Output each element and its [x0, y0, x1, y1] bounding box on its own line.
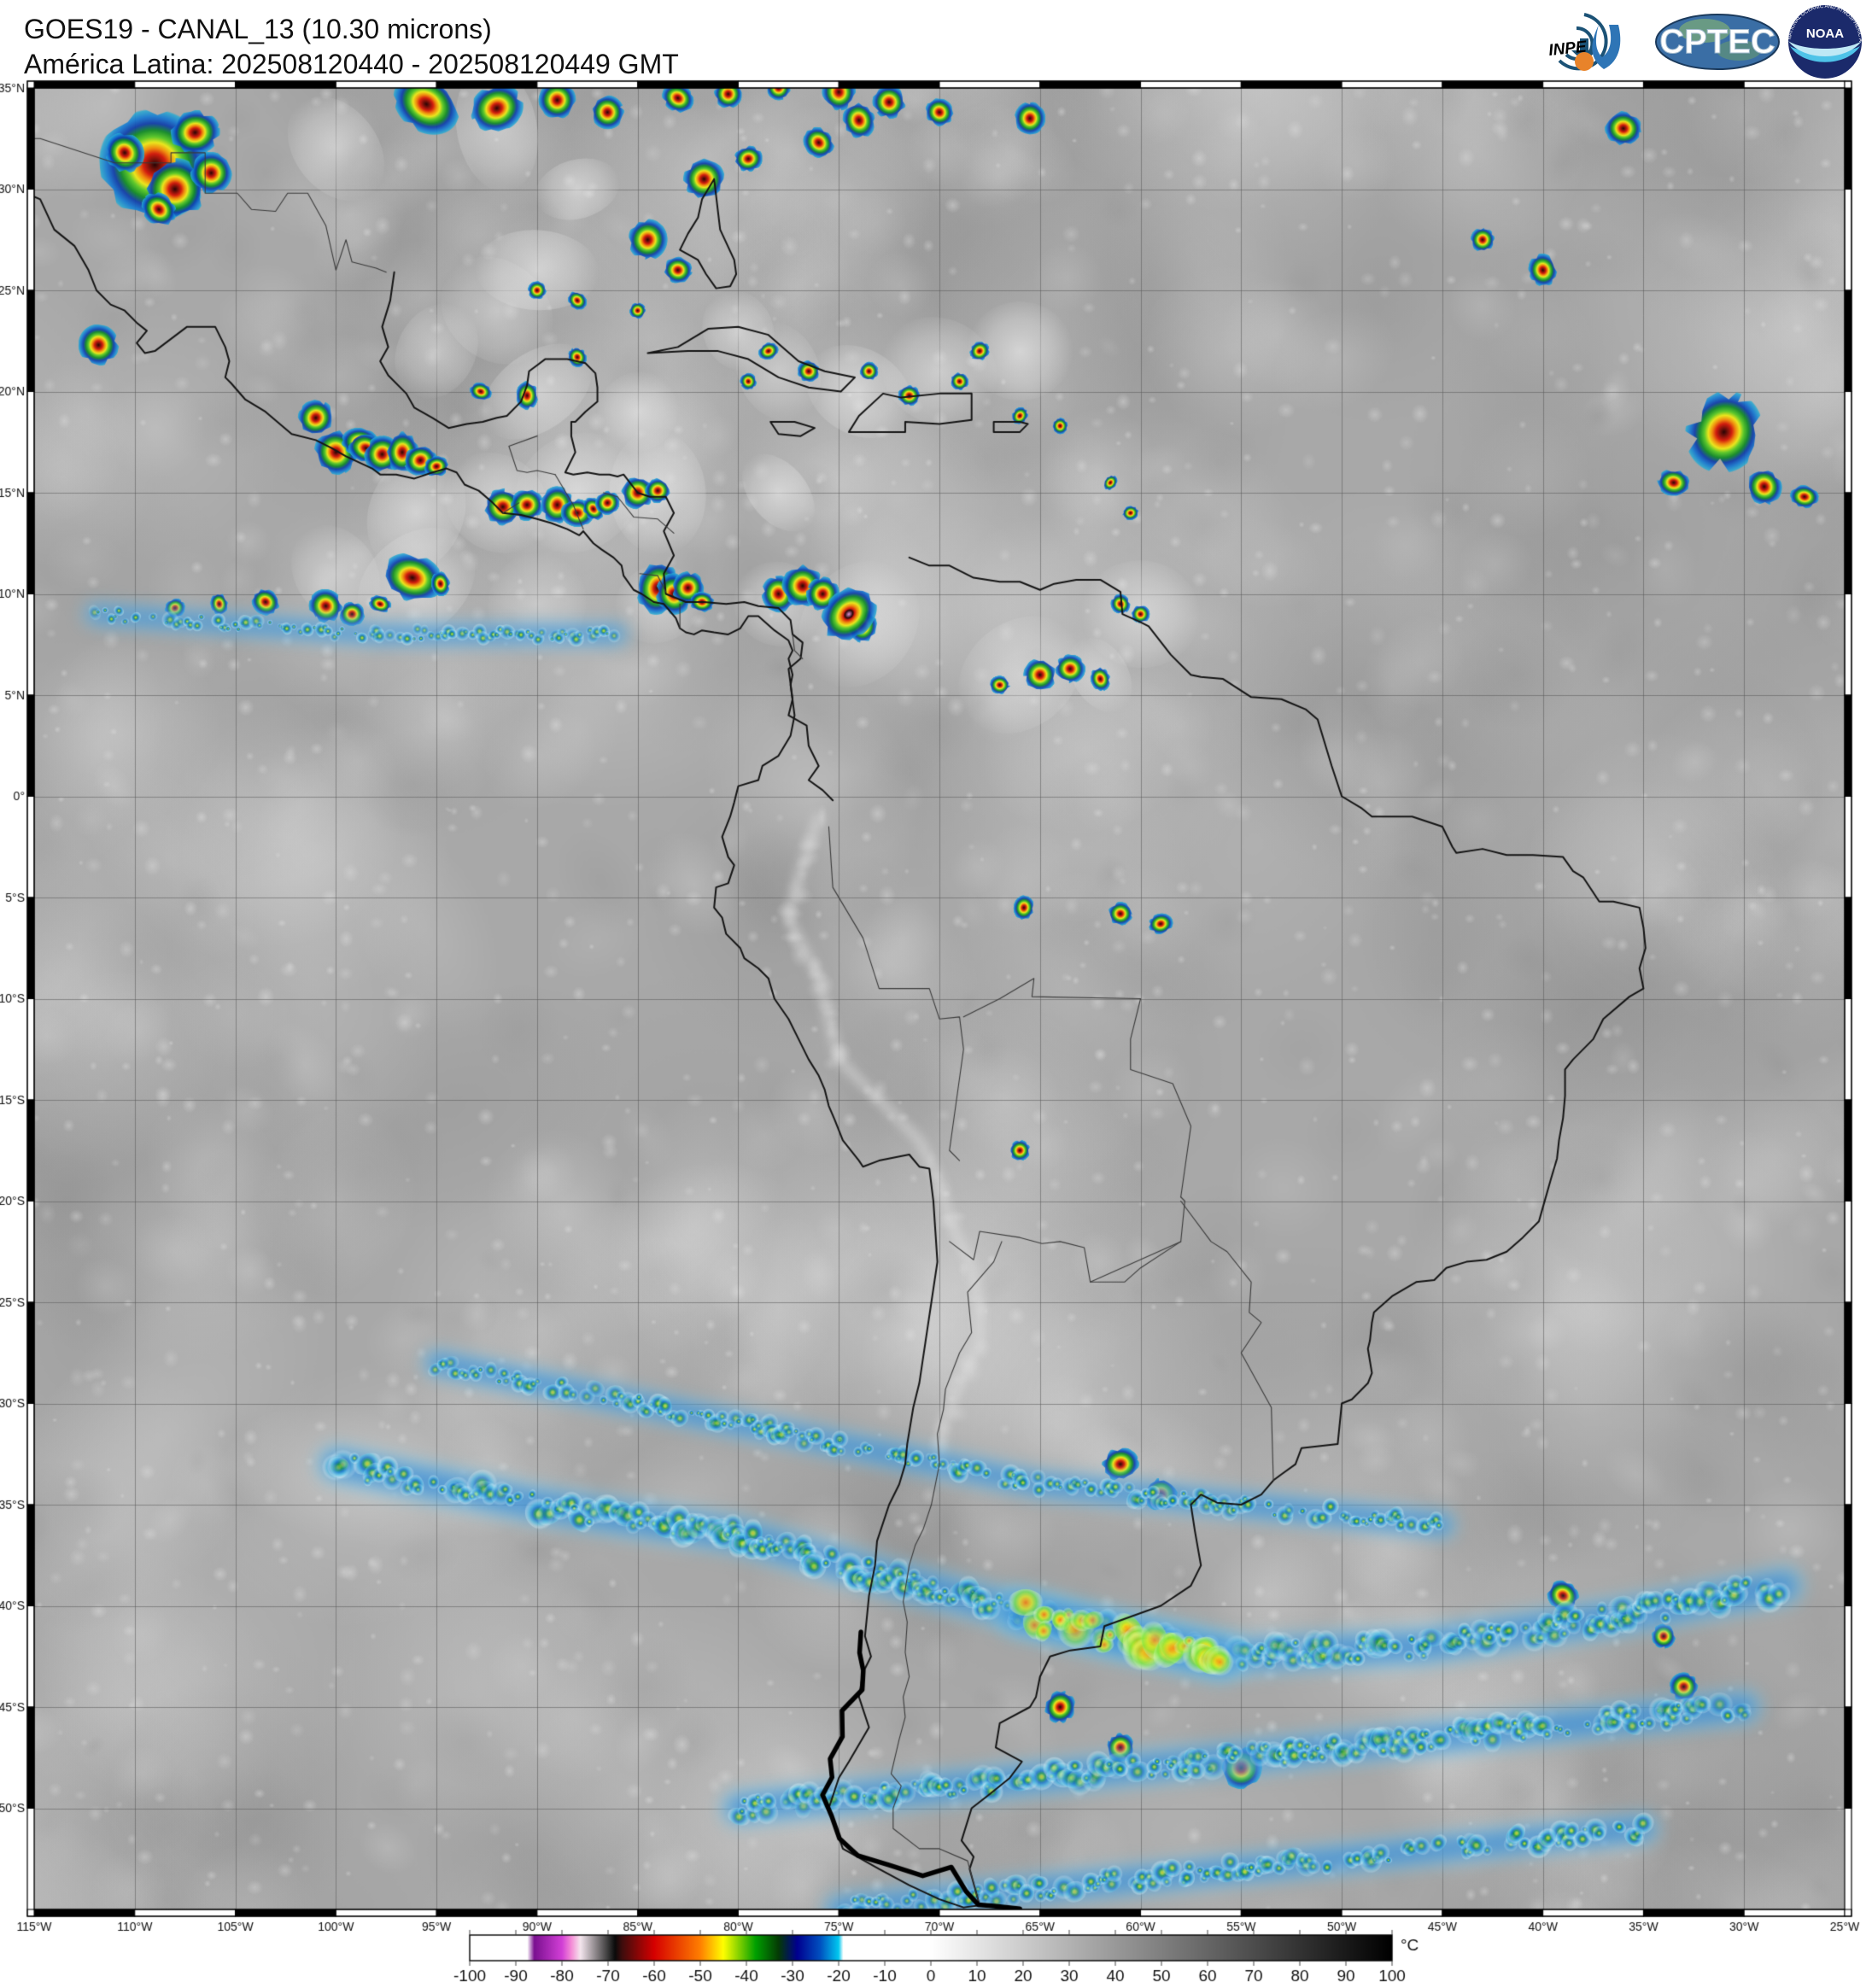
svg-text:NOAA: NOAA	[1806, 26, 1844, 41]
svg-text:CPTEC: CPTEC	[1659, 23, 1775, 61]
